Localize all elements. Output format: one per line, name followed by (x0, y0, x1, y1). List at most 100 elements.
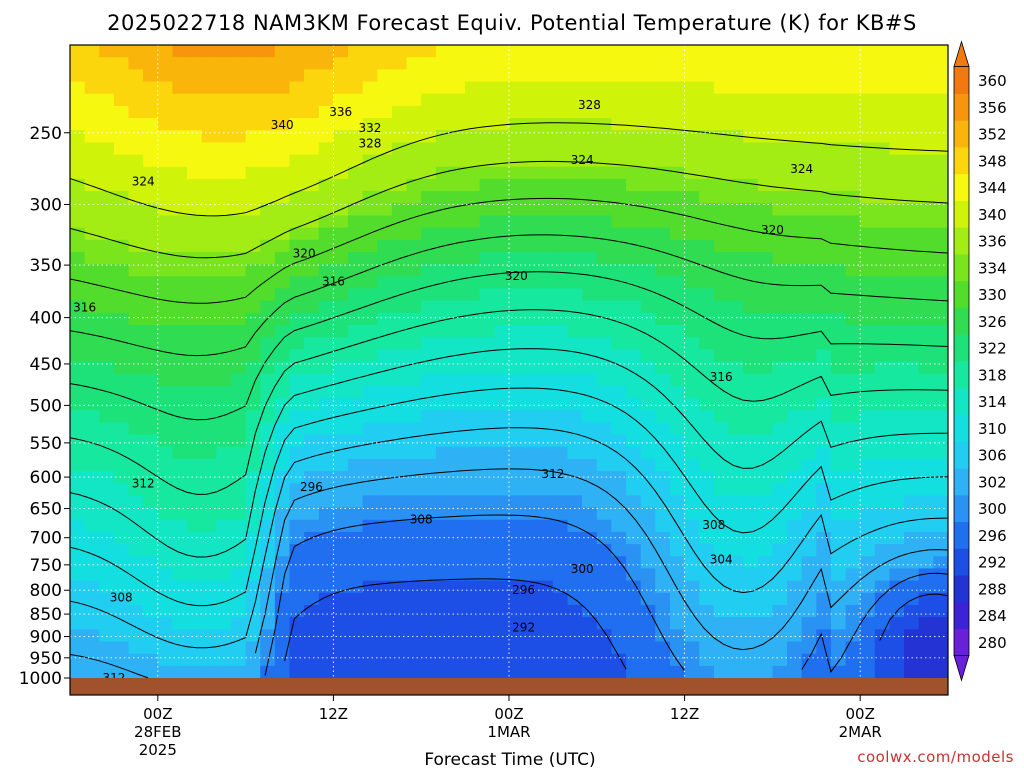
heatmap-cell (874, 544, 891, 557)
heatmap-cell (933, 434, 948, 448)
heatmap-cell (655, 604, 671, 618)
heatmap-cell (567, 373, 583, 387)
heatmap-cell (289, 580, 305, 594)
heatmap-cell (99, 264, 115, 277)
heatmap-cell (757, 544, 773, 557)
heatmap-cell (552, 276, 569, 290)
heatmap-cell (874, 227, 891, 241)
heatmap-cell (757, 641, 773, 655)
heatmap-cell (874, 215, 891, 229)
heatmap-cell (523, 166, 539, 180)
heatmap-cell (318, 81, 334, 95)
heatmap-cell (552, 166, 569, 180)
heatmap-cell (333, 604, 349, 618)
heatmap-cell (391, 556, 408, 570)
heatmap-cell (435, 385, 452, 399)
heatmap-cell (333, 118, 349, 131)
heatmap-cell (113, 373, 130, 387)
heatmap-cell (450, 556, 466, 570)
heatmap-cell (406, 458, 422, 472)
heatmap-cell (552, 324, 569, 338)
heatmap-cell (801, 410, 817, 423)
heatmap-cell (70, 556, 86, 570)
heatmap-cell (99, 531, 115, 545)
heatmap-cell (728, 288, 744, 302)
heatmap-cell (713, 385, 730, 399)
heatmap-cell (113, 118, 130, 131)
heatmap-cell (713, 191, 730, 204)
heatmap-cell (391, 544, 408, 557)
heatmap-cell (245, 264, 261, 277)
heatmap-cell (611, 191, 627, 204)
heatmap-cell (669, 349, 686, 363)
heatmap-cell (289, 178, 305, 192)
heatmap-cell (157, 641, 174, 655)
heatmap-cell (743, 556, 759, 570)
heatmap-cell (494, 641, 510, 655)
y-tick-label: 500 (30, 396, 62, 416)
heatmap-cell (216, 580, 232, 594)
heatmap-cell (699, 471, 715, 484)
heatmap-cell (713, 422, 730, 436)
heatmap-cell (201, 203, 217, 217)
heatmap-cell (772, 556, 788, 570)
heatmap-cell (845, 458, 861, 472)
heatmap-cell (274, 57, 291, 70)
heatmap-cell (230, 361, 247, 375)
heatmap-cell (465, 105, 481, 119)
heatmap-cell (669, 665, 686, 678)
heatmap-cell (479, 434, 495, 448)
heatmap-cell (245, 118, 261, 131)
heatmap-cell (479, 251, 495, 265)
heatmap-cell (230, 324, 247, 338)
heatmap-cell (157, 629, 174, 643)
heatmap-cell (743, 446, 759, 460)
heatmap-cell (684, 105, 700, 119)
heatmap-cell (816, 483, 832, 496)
heatmap-cell (757, 93, 773, 107)
heatmap-cell (143, 361, 159, 375)
heatmap-cell (187, 264, 203, 277)
heatmap-cell (684, 288, 700, 302)
heatmap-cell (728, 483, 744, 496)
heatmap-cell (582, 544, 598, 557)
heatmap-cell (904, 142, 920, 156)
heatmap-cell (860, 373, 876, 387)
heatmap-cell (509, 105, 525, 119)
heatmap-cell (289, 568, 305, 582)
heatmap-cell (830, 629, 847, 643)
heatmap-cell (611, 312, 627, 326)
heatmap-cell (84, 130, 100, 143)
heatmap-cell (348, 629, 364, 643)
heatmap-cell (669, 215, 686, 229)
heatmap-cell (157, 215, 174, 229)
heatmap-cell (391, 69, 408, 83)
heatmap-cell (918, 349, 934, 363)
heatmap-cell (230, 373, 247, 387)
heatmap-cell (348, 507, 364, 521)
heatmap-cell (830, 154, 847, 168)
heatmap-cell (684, 166, 700, 180)
heatmap-cell (157, 130, 174, 143)
heatmap-cell (99, 617, 115, 630)
heatmap-cell (113, 142, 130, 156)
heatmap-cell (362, 312, 378, 326)
heatmap-cell (772, 568, 788, 582)
colorbar-label: 292 (978, 554, 1007, 572)
heatmap-cell (933, 665, 948, 678)
heatmap-cell (172, 410, 188, 423)
heatmap-cell (523, 519, 539, 533)
heatmap-cell (713, 568, 730, 582)
colorbar-swatch (954, 146, 969, 175)
heatmap-cell (552, 118, 569, 131)
heatmap-cell (596, 458, 613, 472)
heatmap-cell (157, 93, 174, 107)
heatmap-cell (113, 531, 130, 545)
heatmap-cell (757, 385, 773, 399)
heatmap-cell (465, 507, 481, 521)
heatmap-cell (260, 264, 276, 277)
heatmap-cell (538, 264, 554, 277)
heatmap-cell (289, 166, 305, 180)
heatmap-cell (933, 276, 948, 290)
contour-label: 312 (541, 467, 564, 481)
